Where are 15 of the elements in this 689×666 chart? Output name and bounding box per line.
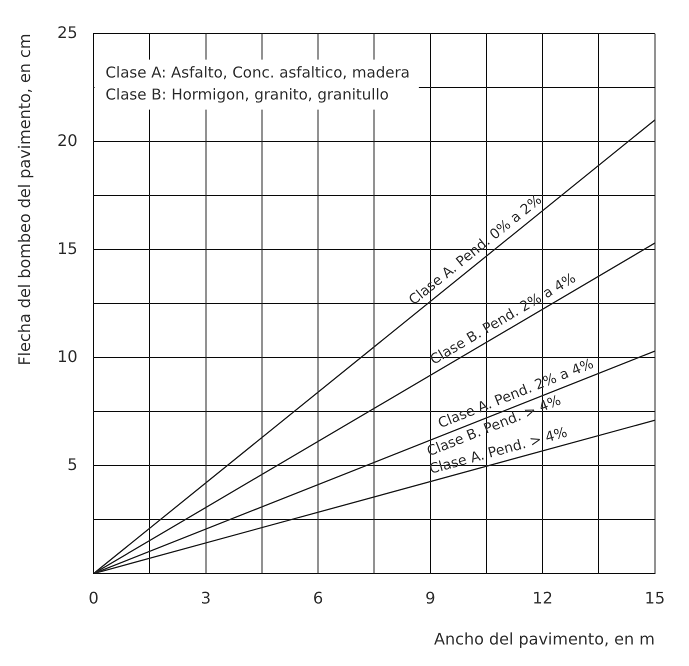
y-tick-label: 10 bbox=[57, 346, 78, 366]
annotation: Clase B: Hormigon, granito, granitullo bbox=[106, 85, 389, 104]
y-tick-label: 15 bbox=[57, 238, 78, 258]
x-axis-title: Ancho del pavimento, en m bbox=[434, 630, 655, 649]
x-tick-label: 6 bbox=[312, 588, 324, 608]
annotation: Clase A: Asfalto, Conc. asfaltico, madera bbox=[106, 63, 410, 82]
x-tick-label: 0 bbox=[88, 588, 99, 608]
y-axis-title: Flecha del bombeo del pavimento, en cm bbox=[14, 34, 34, 366]
y-tick-label: 20 bbox=[57, 130, 78, 150]
x-tick-label: 15 bbox=[644, 588, 665, 608]
x-tick-label: 12 bbox=[532, 588, 553, 608]
y-tick-label: 5 bbox=[67, 454, 78, 474]
y-tick-label: 25 bbox=[57, 22, 78, 42]
x-tick-label: 3 bbox=[200, 588, 211, 608]
x-tick-label: 9 bbox=[425, 588, 436, 608]
